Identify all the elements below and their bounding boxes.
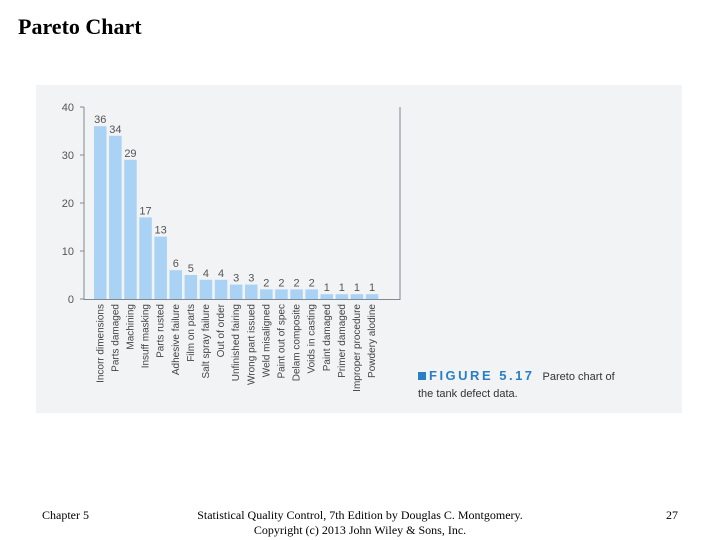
bar-value-label: 1 (354, 282, 360, 294)
category-label: Powdery alodine (367, 304, 378, 378)
y-tick-label: 0 (68, 294, 74, 306)
bar-value-label: 3 (248, 273, 254, 285)
bar (139, 217, 152, 299)
category-label: Parts damaged (110, 304, 121, 372)
bar-value-label: 5 (188, 263, 194, 275)
category-label: Delam composite (292, 304, 303, 382)
category-label: Out of order (216, 303, 227, 357)
y-tick-label: 20 (62, 198, 74, 210)
bar (275, 289, 288, 299)
category-label: Improper procedure (352, 304, 363, 392)
category-label: Paint damaged (322, 304, 333, 371)
bar-value-label: 34 (109, 124, 121, 136)
bar (109, 135, 122, 299)
bar (260, 289, 273, 299)
bar-value-label: 4 (203, 268, 209, 280)
bar-value-label: 1 (324, 282, 330, 294)
slide-title: Pareto Chart (18, 14, 142, 39)
y-tick-label: 10 (62, 246, 74, 258)
footer-citation: Statistical Quality Control, 7th Edition… (180, 508, 540, 538)
bar (245, 284, 258, 299)
figure-panel: 0 10 20 30 40 36 Incorr dimensions 34 Parts dama… (36, 85, 682, 413)
caption-line-2: the tank defect data. (418, 388, 518, 400)
bar (290, 289, 303, 299)
bar (335, 294, 349, 299)
bar-value-label: 2 (293, 277, 299, 289)
bar (320, 294, 333, 299)
bar-value-label: 17 (139, 205, 151, 217)
category-label: Incorr dimensions (95, 304, 106, 383)
figure-marker-icon (418, 372, 426, 380)
category-label: Film on parts (186, 304, 197, 362)
bar (214, 279, 228, 299)
bar (199, 279, 213, 299)
category-label: Primer damaged (337, 304, 348, 378)
figure-label: FIGURE 5.17 (429, 368, 535, 383)
category-label: Voids in casting (307, 304, 318, 374)
caption-line-1: Pareto chart of (542, 371, 615, 383)
footer-citation-line-1: Statistical Quality Control, 7th Edition… (197, 508, 523, 522)
page-number: 27 (666, 508, 678, 522)
category-label: Insuff masking (141, 304, 152, 368)
footer-citation-line-2: Copyright (c) 2013 John Wiley & Sons, In… (253, 523, 467, 537)
bar (305, 289, 318, 299)
bar-value-label: 2 (278, 277, 284, 289)
bar (169, 270, 182, 299)
bar (350, 294, 364, 299)
bar-value-label: 4 (218, 268, 224, 280)
footer-chapter: Chapter 5 (42, 508, 89, 522)
bar-value-label: 2 (263, 277, 269, 289)
bar (154, 236, 167, 299)
category-label: Weld misaligned (261, 304, 272, 377)
figure-caption: FIGURE 5.17 Pareto chart of the tank defe… (418, 367, 615, 403)
bar-value-label: 29 (124, 148, 136, 160)
category-label: Salt spray failure (201, 304, 212, 379)
bar (229, 284, 243, 299)
category-label: Wrong part issued (246, 304, 257, 385)
bar-value-label: 2 (309, 277, 315, 289)
bar (94, 126, 107, 299)
bar-value-label: 3 (233, 273, 239, 285)
category-label: Paint out of spec (276, 304, 287, 379)
category-label: Machining (125, 304, 136, 350)
bar-value-label: 13 (155, 225, 167, 237)
bar-value-label: 1 (369, 282, 375, 294)
bar-value-label: 6 (173, 258, 179, 270)
bar (124, 159, 137, 299)
y-tick-label: 40 (62, 102, 74, 114)
bar (184, 275, 198, 299)
bar-value-label: 1 (339, 282, 345, 294)
category-label: Parts rusted (156, 304, 167, 358)
category-label: Unfinished fairing (231, 304, 242, 381)
y-tick-label: 30 (62, 150, 74, 162)
bar-value-label: 36 (94, 114, 106, 126)
category-label: Adhesive failure (171, 304, 182, 376)
bar (365, 294, 379, 299)
